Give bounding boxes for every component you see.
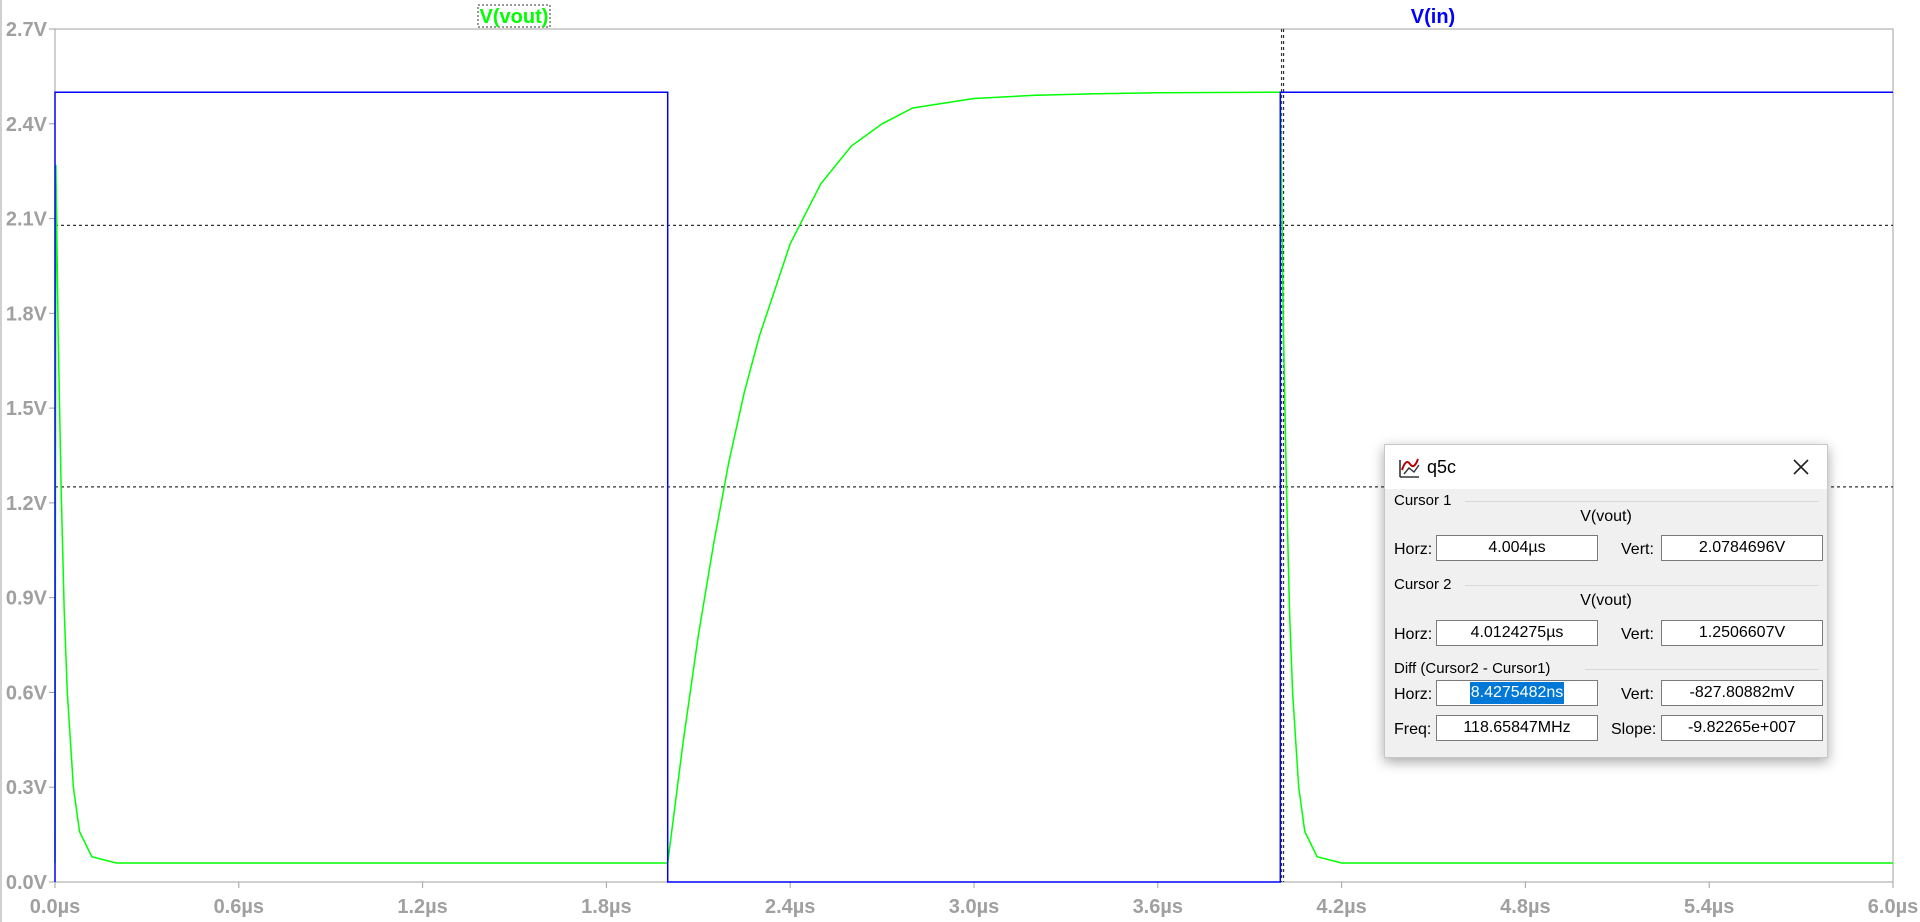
x-tick-label: 2.4µs xyxy=(765,896,815,918)
y-tick-label: 0.6V xyxy=(6,682,48,704)
cursor1-group-label: Cursor 1 xyxy=(1394,492,1452,509)
series-line-0 xyxy=(54,91,1893,864)
y-tick-label: 0.0V xyxy=(6,872,48,894)
trace-legend: V(vout) V(in) xyxy=(477,4,1455,28)
diff-horz-field[interactable]: 8.4275482ns xyxy=(1436,680,1598,706)
cursor1-vert-field[interactable] xyxy=(1661,535,1823,561)
cursor1-horz-field[interactable] xyxy=(1436,535,1598,561)
cursor2-vert-label: Vert: xyxy=(1621,626,1654,643)
group-divider xyxy=(1465,501,1819,502)
y-axis: 0.0V 0.3V 0.6V 0.9V 1.2V 1.5V 1.8V 2.1V 2.4V 2.7V xyxy=(6,19,55,894)
group-divider xyxy=(1585,669,1819,670)
traces xyxy=(54,91,1893,883)
legend-vout-label[interactable]: V(vout) xyxy=(480,6,549,28)
y-tick-label: 1.2V xyxy=(6,493,48,515)
legend-vin-label[interactable]: V(in) xyxy=(1411,6,1455,28)
x-tick-label: 0.0µs xyxy=(30,896,80,918)
diff-vert-label: Vert: xyxy=(1621,686,1654,703)
x-axis: 0.0µs 0.6µs 1.2µs 1.8µs 2.4µs 3.0µs 3.6µs 4.2µs… xyxy=(30,882,1918,918)
x-tick-label: 3.0µs xyxy=(949,896,999,918)
x-tick-label: 5.4µs xyxy=(1684,896,1734,918)
y-tick-label: 2.1V xyxy=(6,209,48,231)
y-tick-label: 0.3V xyxy=(6,777,48,799)
diff-slope-label: Slope: xyxy=(1611,721,1657,738)
y-tick-label: 2.4V xyxy=(6,114,48,136)
x-tick-label: 4.2µs xyxy=(1316,896,1366,918)
cursor-dialog[interactable]: q5c Cursor 1 V(vout) Horz: Vert: Cursor … xyxy=(1384,444,1828,758)
x-tick-label: 4.8µs xyxy=(1500,896,1550,918)
dialog-titlebar[interactable]: q5c xyxy=(1385,445,1827,489)
diff-group-label: Diff (Cursor2 - Cursor1) xyxy=(1394,660,1551,677)
legend-focus-box xyxy=(477,4,551,28)
diff-horz-label: Horz: xyxy=(1394,686,1433,703)
series-line-1 xyxy=(54,91,1893,883)
waveform-icon xyxy=(1399,458,1420,478)
y-tick-label: 1.5V xyxy=(6,398,48,420)
diff-horz-selected-text[interactable]: 8.4275482ns xyxy=(1469,682,1565,704)
cursor2-group-label: Cursor 2 xyxy=(1394,576,1452,593)
y-tick-label: 1.8V xyxy=(6,303,48,325)
diff-freq-label: Freq: xyxy=(1394,721,1432,738)
x-tick-label: 1.2µs xyxy=(397,896,447,918)
x-tick-label: 3.6µs xyxy=(1133,896,1183,918)
cursor2-horz-field[interactable] xyxy=(1436,620,1598,646)
diff-slope-field[interactable] xyxy=(1661,715,1823,741)
cursor2-trace-name: V(vout) xyxy=(1580,592,1632,609)
x-tick-label: 6.0µs xyxy=(1868,896,1918,918)
y-tick-label: 0.9V xyxy=(6,588,48,610)
cursor2-horz-label: Horz: xyxy=(1394,626,1433,643)
diff-vert-field[interactable] xyxy=(1661,680,1823,706)
y-tick-label: 2.7V xyxy=(6,19,48,41)
dialog-title: q5c xyxy=(1427,457,1457,477)
cursor1-horz-label: Horz: xyxy=(1394,541,1433,558)
x-tick-label: 1.8µs xyxy=(581,896,631,918)
x-tick-label: 0.6µs xyxy=(214,896,264,918)
cursor2-vert-field[interactable] xyxy=(1661,620,1823,646)
cursor1-vert-label: Vert: xyxy=(1621,541,1654,558)
close-icon[interactable] xyxy=(1789,455,1813,479)
diff-freq-field[interactable] xyxy=(1436,715,1598,741)
cursor1-trace-name: V(vout) xyxy=(1580,508,1632,525)
group-divider xyxy=(1465,585,1819,586)
